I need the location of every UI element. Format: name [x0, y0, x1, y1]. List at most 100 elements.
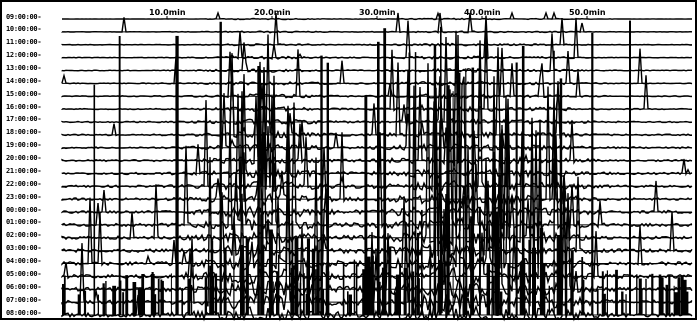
- trace-burst: [366, 256, 371, 315]
- trace-line: [61, 34, 692, 140]
- trace-burst: [615, 269, 618, 315]
- trace-spike: [452, 91, 454, 315]
- trace-burst: [411, 271, 415, 315]
- trace-spike: [433, 44, 437, 315]
- row-label: 06:00:00-: [6, 282, 42, 291]
- trace-burst: [132, 282, 137, 315]
- trace-spike: [326, 62, 329, 316]
- trace-line: [61, 75, 693, 232]
- trace-burst: [528, 239, 530, 315]
- x-tick-label: 20.0min: [254, 8, 291, 17]
- trace-burst: [62, 284, 65, 315]
- row-label: 12:00:00-: [6, 51, 42, 60]
- row-label: 00:00:00-: [6, 205, 42, 214]
- trace-burst: [465, 263, 468, 315]
- trace-burst: [303, 273, 305, 315]
- trace-line: [61, 51, 693, 193]
- trace-spike: [446, 85, 450, 315]
- trace-burst: [161, 280, 164, 315]
- trace-burst: [245, 238, 249, 315]
- trace-line: [61, 48, 693, 87]
- trace-burst: [355, 264, 358, 315]
- trace-line: [61, 150, 693, 322]
- trace-burst: [348, 294, 352, 315]
- trace-burst: [260, 214, 264, 315]
- trace-burst: [645, 278, 647, 315]
- trace-burst: [105, 281, 107, 315]
- trace-burst: [539, 227, 544, 315]
- trace-burst: [548, 285, 550, 315]
- trace-burst: [368, 266, 372, 315]
- trace-burst: [403, 267, 407, 315]
- trace-burst: [211, 240, 214, 315]
- row-label: 07:00:00-: [6, 295, 42, 304]
- trace-burst: [556, 235, 561, 315]
- row-label: 08:00:00-: [6, 308, 42, 317]
- trace-burst: [77, 294, 81, 315]
- trace-burst: [294, 237, 299, 315]
- trace-burst: [102, 283, 105, 315]
- trace-burst: [157, 278, 160, 315]
- trace-burst: [353, 259, 356, 315]
- trace-spike: [219, 21, 222, 316]
- trace-line: [61, 63, 693, 247]
- trace-burst: [63, 275, 66, 315]
- trace-burst: [682, 279, 687, 315]
- trace-line: [61, 69, 693, 153]
- row-label: 04:00:00-: [6, 257, 42, 266]
- row-label: 18:00:00-: [6, 128, 42, 137]
- row-label: 16:00:00-: [6, 102, 42, 111]
- trace-burst: [210, 287, 212, 315]
- row-label: 17:00:00-: [6, 115, 42, 124]
- trace-burst: [122, 292, 125, 315]
- trace-spike: [559, 78, 563, 316]
- trace-spike: [553, 50, 555, 315]
- trace-burst: [542, 264, 546, 315]
- trace-burst: [371, 255, 374, 315]
- trace-burst: [421, 209, 423, 315]
- trace-line: [61, 85, 693, 313]
- trace-burst: [305, 294, 307, 315]
- trace-burst: [677, 277, 681, 315]
- trace-burst: [493, 275, 495, 315]
- trace-burst: [684, 291, 689, 315]
- trace-spike: [408, 52, 411, 315]
- row-label: 09:00:00-: [6, 12, 42, 21]
- trace-burst: [160, 279, 163, 315]
- trace-burst: [125, 275, 129, 315]
- x-tick-label: 50.0min: [569, 8, 606, 17]
- trace-burst: [291, 220, 294, 315]
- row-label: 13:00:00-: [6, 63, 42, 72]
- trace-spike: [175, 35, 179, 316]
- trace-burst: [499, 291, 503, 315]
- trace-spike: [320, 55, 323, 315]
- trace-line: [61, 36, 693, 127]
- trace-burst: [388, 247, 392, 315]
- trace-burst: [112, 285, 117, 315]
- x-tick-label: 40.0min: [464, 8, 501, 17]
- trace-burst: [137, 288, 140, 315]
- trace-burst: [83, 290, 87, 315]
- trace-spike: [383, 28, 387, 315]
- x-tick-label: 10.0min: [149, 8, 186, 17]
- trace-burst: [486, 264, 491, 315]
- trace-spike: [440, 26, 442, 316]
- trace-burst: [276, 271, 279, 315]
- trace-line: [61, 32, 692, 114]
- trace-burst: [564, 274, 568, 315]
- trace-burst: [272, 281, 274, 315]
- trace-line: [61, 180, 693, 220]
- trace-line: [61, 33, 693, 73]
- row-label: 19:00:00-: [6, 141, 42, 150]
- trace-burst: [141, 274, 145, 315]
- trace-burst: [640, 288, 643, 315]
- trace-burst: [268, 229, 273, 315]
- trace-line: [61, 12, 693, 34]
- trace-burst: [601, 293, 606, 315]
- trace-spike: [118, 36, 121, 315]
- trace-burst: [204, 277, 207, 315]
- trace-burst: [347, 291, 349, 315]
- trace-burst: [223, 247, 227, 315]
